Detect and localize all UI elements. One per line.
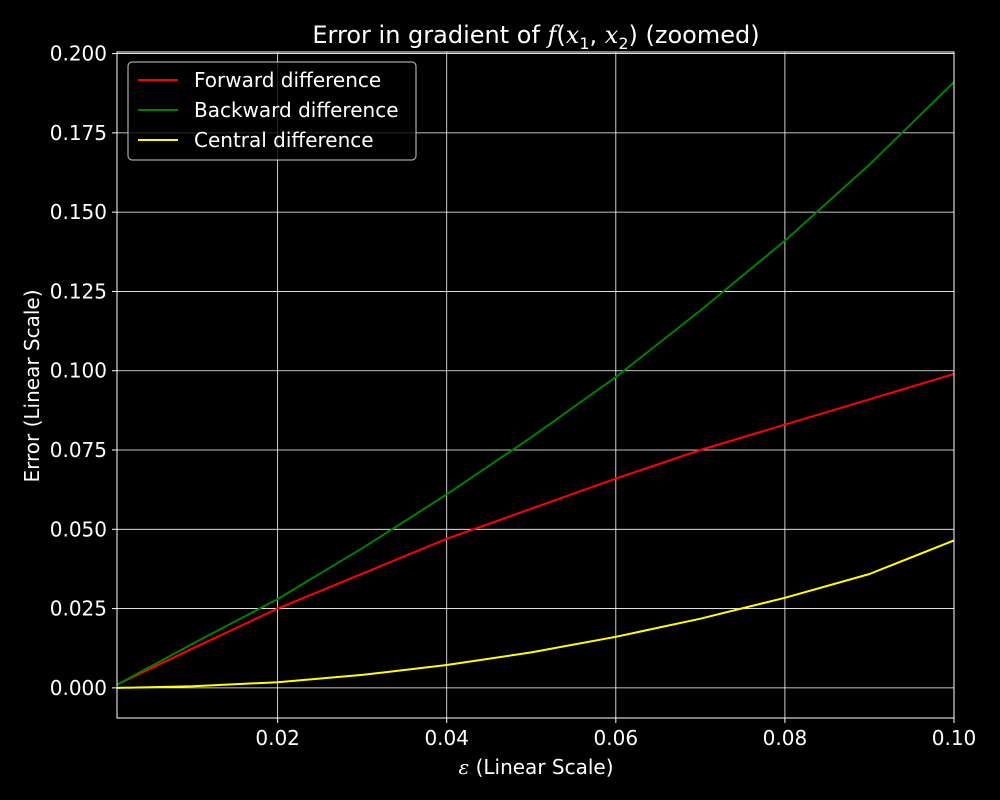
legend: Forward difference Backward difference Cen… — [127, 61, 417, 161]
x-tick-label: 0.08 — [763, 726, 808, 750]
x-tick-label: 0.02 — [255, 726, 300, 750]
y-tick-label: 0.175 — [50, 121, 107, 145]
y-tick-label: 0.025 — [50, 597, 107, 621]
y-tick-label: 0.100 — [50, 359, 107, 383]
grid-lines — [117, 52, 955, 718]
series-line-0 — [116, 372, 955, 686]
plot-frame — [116, 51, 955, 719]
y-tick-label: 0.050 — [50, 517, 107, 541]
legend-label: Central difference — [194, 128, 374, 152]
chart-title: Error in gradient of f(x1, x2) (zoomed) — [312, 21, 759, 53]
y-tick-label: 0.125 — [50, 279, 107, 303]
y-axis-ticks: 0.000 0.025 0.050 0.075 0.100 0.125 0.150 0.175… — [50, 42, 117, 700]
y-tick-label: 0.200 — [50, 42, 107, 66]
y-tick-label: 0.000 — [50, 676, 107, 700]
legend-label: Forward difference — [194, 68, 381, 92]
x-tick-label: 0.06 — [594, 726, 639, 750]
x-axis-label: ε (Linear Scale) — [458, 755, 613, 779]
x-tick-label: 0.10 — [932, 726, 977, 750]
x-axis-ticks: 0.02 0.04 0.06 0.08 0.10 — [255, 718, 976, 750]
series-line-1 — [116, 81, 955, 686]
series-line-2 — [116, 539, 955, 689]
y-tick-label: 0.075 — [50, 438, 107, 462]
series-layer — [116, 81, 955, 689]
y-tick-label: 0.150 — [50, 200, 107, 224]
legend-box — [127, 61, 417, 161]
legend-label: Backward difference — [194, 98, 399, 122]
plot-area-border — [116, 51, 955, 719]
y-axis-label: Error (Linear Scale) — [20, 289, 44, 482]
x-tick-label: 0.04 — [424, 726, 469, 750]
